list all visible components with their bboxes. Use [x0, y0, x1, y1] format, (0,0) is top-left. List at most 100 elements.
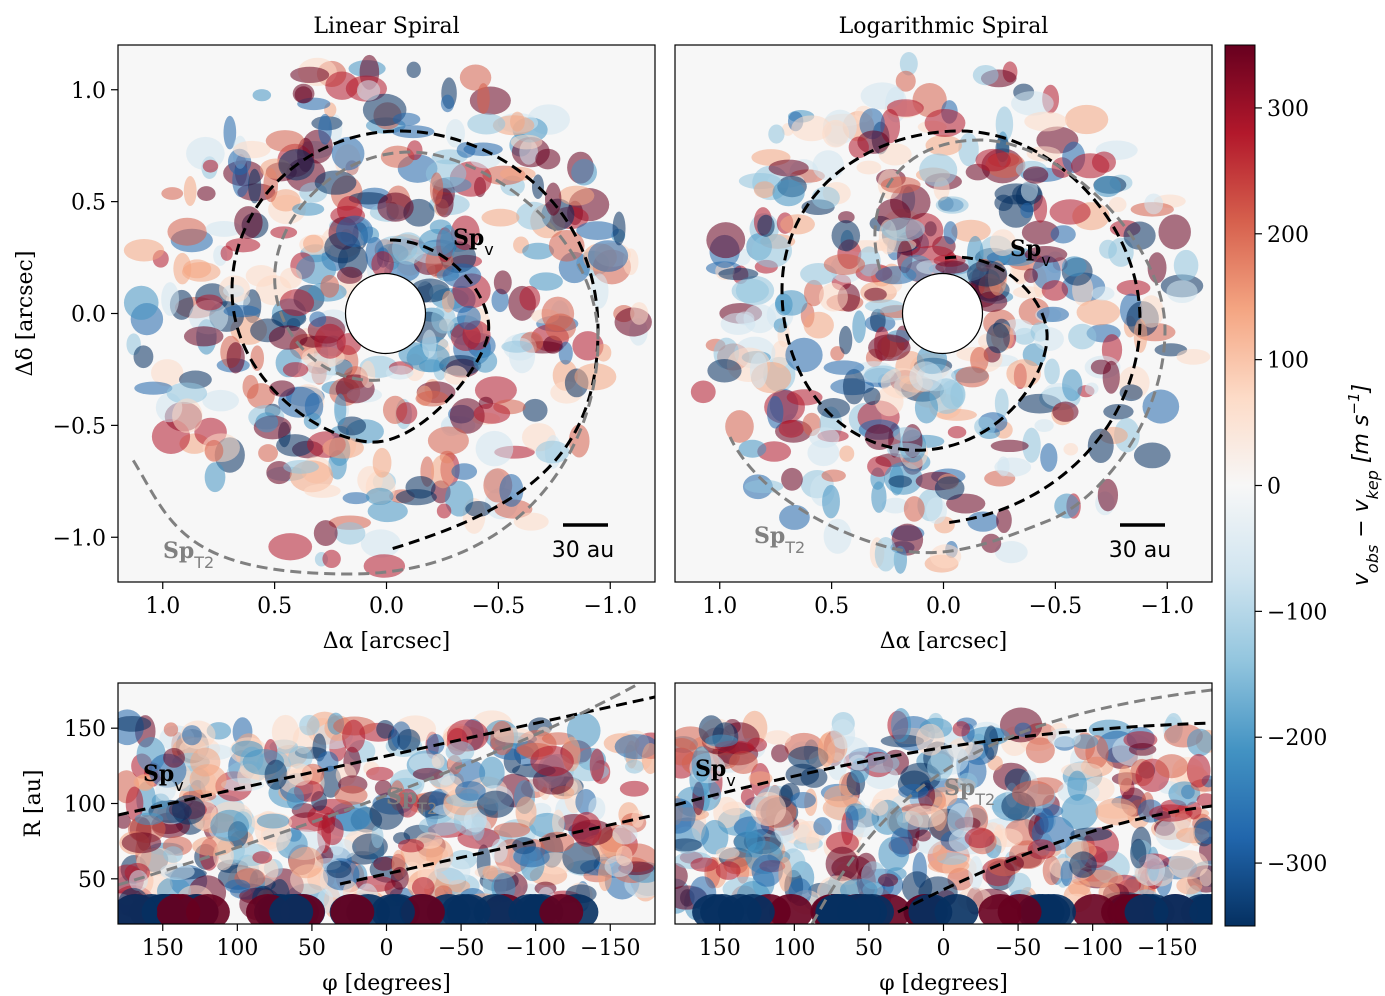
velocity-blob	[1118, 765, 1133, 793]
velocity-blob	[1130, 838, 1147, 869]
velocity-blob	[427, 426, 469, 455]
velocity-blob	[934, 476, 965, 501]
velocity-blob	[365, 487, 394, 505]
annotation: Spv	[695, 756, 736, 790]
velocity-blob	[831, 220, 861, 252]
velocity-blob	[548, 229, 585, 262]
velocity-blob	[516, 201, 551, 230]
velocity-blob	[397, 838, 425, 853]
velocity-blob	[1155, 754, 1189, 779]
velocity-blob	[385, 365, 414, 380]
velocity-blob	[878, 143, 912, 166]
velocity-blob	[374, 779, 392, 797]
x-tick-label: 1.0	[702, 594, 737, 619]
velocity-blob	[197, 186, 216, 201]
velocity-blob	[864, 424, 895, 450]
velocity-blob	[1084, 382, 1099, 395]
velocity-blob	[493, 270, 512, 295]
velocity-blob	[1093, 175, 1121, 198]
x-tick-label: 0.0	[926, 594, 961, 619]
velocity-blob	[1062, 369, 1083, 402]
velocity-blob	[377, 192, 414, 222]
velocity-blob	[874, 536, 897, 572]
x-tick-label: 100	[216, 936, 258, 961]
velocity-blob	[283, 459, 319, 474]
velocity-blob	[1176, 876, 1203, 895]
velocity-blob	[914, 391, 939, 424]
velocity-blob	[442, 263, 482, 288]
velocity-blob	[491, 838, 508, 863]
velocity-blob	[909, 361, 943, 392]
velocity-blob	[151, 359, 184, 387]
velocity-blob	[785, 337, 823, 373]
velocity-blob	[204, 462, 226, 493]
velocity-blob	[545, 313, 576, 341]
velocity-blob	[743, 304, 777, 334]
velocity-blob	[335, 215, 374, 248]
velocity-blob	[968, 855, 984, 890]
velocity-blob	[830, 719, 856, 750]
velocity-blob	[202, 159, 219, 173]
velocity-blob	[446, 894, 491, 924]
velocity-blob	[1147, 252, 1167, 284]
x-axis-label: φ [degrees]	[322, 971, 451, 996]
velocity-blob	[135, 773, 155, 791]
velocity-blob	[529, 272, 563, 291]
velocity-blob	[519, 285, 541, 311]
velocity-blob	[1133, 442, 1171, 469]
velocity-blob	[1024, 111, 1068, 132]
velocity-blob	[210, 809, 250, 842]
velocity-blob	[445, 741, 475, 763]
velocity-blob	[1102, 360, 1120, 394]
velocity-blob	[1173, 249, 1199, 281]
velocity-blob	[204, 439, 224, 462]
velocity-blob	[134, 381, 173, 395]
velocity-blob	[927, 753, 953, 782]
velocity-blob	[322, 437, 364, 459]
velocity-blob	[304, 483, 341, 498]
velocity-blob	[572, 331, 604, 361]
velocity-blob	[947, 802, 974, 838]
velocity-blob	[363, 554, 406, 578]
velocity-blob	[163, 747, 185, 768]
spiral-arm	[810, 688, 1212, 924]
velocity-blob	[1158, 214, 1191, 250]
velocity-blob	[317, 751, 339, 772]
velocity-blob	[183, 176, 197, 207]
velocity-blob	[821, 469, 846, 482]
velocity-blob	[904, 805, 946, 828]
velocity-blob	[334, 522, 366, 545]
velocity-blob	[619, 780, 649, 797]
velocity-blob	[342, 719, 366, 753]
velocity-blob	[331, 136, 365, 171]
velocity-blob	[163, 846, 183, 863]
velocity-blob	[785, 763, 820, 786]
velocity-blob	[589, 748, 605, 782]
annotation: SpT2	[163, 538, 214, 572]
velocity-blob	[867, 456, 892, 477]
velocity-blob	[615, 845, 633, 867]
velocity-blob	[947, 426, 967, 439]
velocity-blob	[1047, 728, 1081, 748]
x-tick-label: −1.0	[584, 594, 637, 619]
velocity-blob	[890, 827, 913, 858]
velocity-blob	[935, 260, 969, 274]
velocity-blob	[966, 260, 1008, 287]
velocity-blob	[118, 715, 152, 732]
annotation-part: Sp	[386, 784, 417, 810]
annotation: SpT2	[754, 523, 805, 557]
velocity-blob	[975, 291, 1008, 312]
velocity-blob	[286, 763, 313, 786]
velocity-blob	[842, 368, 866, 405]
velocity-blob	[1039, 808, 1054, 833]
velocity-blob	[268, 533, 313, 561]
x-tick-label: 1.0	[145, 594, 180, 619]
annotation-part: Sp	[1010, 236, 1041, 262]
velocity-blob	[513, 846, 550, 868]
velocity-blob	[1040, 443, 1058, 472]
velocity-blob	[271, 714, 300, 750]
velocity-blob	[886, 99, 924, 117]
panel-title: Linear Spiral	[313, 14, 459, 39]
velocity-blob	[118, 894, 158, 924]
